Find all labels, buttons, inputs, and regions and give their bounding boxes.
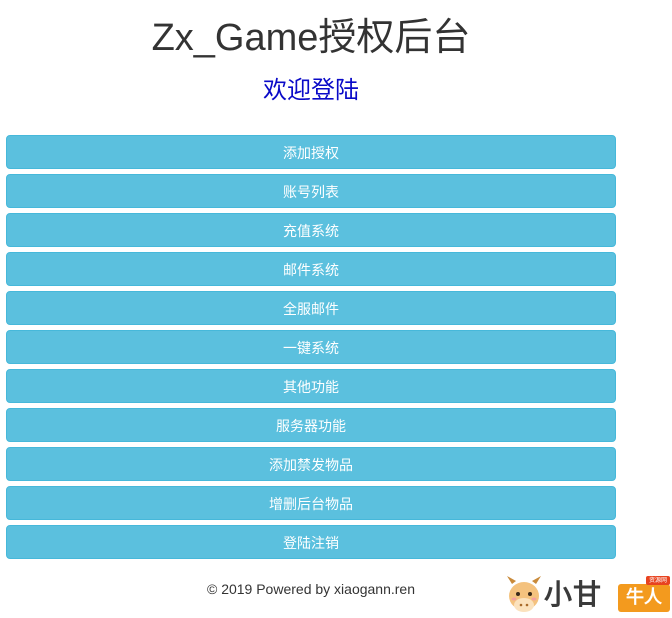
- watermark-brand: 小甘: [544, 578, 603, 611]
- menu-item: 充值系统: [6, 213, 616, 247]
- one-click-system-button[interactable]: 一键系统: [6, 330, 616, 364]
- add-license-button[interactable]: 添加授权: [6, 135, 616, 169]
- recharge-system-button[interactable]: 充值系统: [6, 213, 616, 247]
- menu-item: 邮件系统: [6, 252, 616, 286]
- menu-item: 登陆注销: [6, 525, 616, 559]
- manage-backend-items-button[interactable]: 增删后台物品: [6, 486, 616, 520]
- mail-system-button[interactable]: 邮件系统: [6, 252, 616, 286]
- menu-item: 账号列表: [6, 174, 616, 208]
- main-menu: 添加授权 账号列表 充值系统 邮件系统 全服邮件 一键系统 其他功能 服务器功能…: [6, 135, 616, 564]
- menu-item: 全服邮件: [6, 291, 616, 325]
- menu-item: 一键系统: [6, 330, 616, 364]
- add-banned-items-button[interactable]: 添加禁发物品: [6, 447, 616, 481]
- watermark-logo: 小甘 牛人 资源网: [500, 572, 672, 618]
- account-list-button[interactable]: 账号列表: [6, 174, 616, 208]
- menu-item: 添加禁发物品: [6, 447, 616, 481]
- ox-mascot-icon: [507, 576, 541, 612]
- server-wide-mail-button[interactable]: 全服邮件: [6, 291, 616, 325]
- page-title: Zx_Game授权后台: [151, 17, 471, 59]
- footer-copyright: © 2019 Powered by xiaogann.ren: [206, 581, 415, 597]
- watermark-tag: 牛人: [618, 584, 670, 612]
- menu-item: 服务器功能: [6, 408, 616, 442]
- logout-button[interactable]: 登陆注销: [6, 525, 616, 559]
- menu-item: 添加授权: [6, 135, 616, 169]
- menu-item: 其他功能: [6, 369, 616, 403]
- other-functions-button[interactable]: 其他功能: [6, 369, 616, 403]
- welcome-subtitle: 欢迎登陆: [263, 77, 359, 104]
- server-functions-button[interactable]: 服务器功能: [6, 408, 616, 442]
- menu-item: 增删后台物品: [6, 486, 616, 520]
- watermark-tag-top: 资源网: [646, 576, 670, 585]
